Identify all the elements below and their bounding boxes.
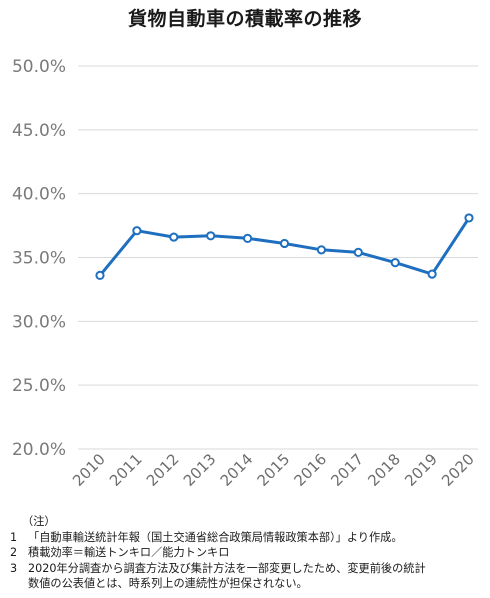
y-tick-label: 35.0% xyxy=(12,249,66,269)
y-tick-label: 25.0% xyxy=(12,376,66,396)
note-number: 1 xyxy=(10,530,18,544)
chart-title: 貨物自動車の積載率の推移 xyxy=(127,8,362,30)
data-point xyxy=(279,238,290,249)
data-point xyxy=(464,213,474,223)
y-tick-label: 40.0% xyxy=(12,185,66,205)
x-tick-label: 2011 xyxy=(106,450,146,490)
line-chart: 20.0% 25.0% 30.0% 35.0% 40.0% 45.0% 50.0% 2010… xyxy=(12,57,478,490)
data-point xyxy=(132,226,142,236)
x-tick-label: 2015 xyxy=(254,450,294,490)
x-tick-label: 2010 xyxy=(69,450,109,490)
note-text: 積載効率＝輸送トンキロ／能力トンキロ xyxy=(28,546,230,559)
notes-heading: （注） xyxy=(22,515,56,528)
x-tick-label: 2016 xyxy=(290,450,330,490)
x-tick-label: 2017 xyxy=(327,450,367,490)
y-axis-tick-labels: 20.0% 25.0% 30.0% 35.0% 40.0% 45.0% 50.0% xyxy=(12,57,66,460)
x-tick-label: 2013 xyxy=(180,450,220,490)
data-point xyxy=(169,232,179,242)
note-number: 3 xyxy=(10,561,18,575)
x-tick-label: 2018 xyxy=(364,450,404,490)
data-point xyxy=(353,247,363,257)
series-layer xyxy=(95,213,474,280)
note-item-1: 1 「自動車輸送統計年報（国土交通省総合政策局情報政策本部）」より作成。 xyxy=(10,530,486,546)
y-tick-label: 30.0% xyxy=(12,312,66,332)
footnotes: （注） 1 「自動車輸送統計年報（国土交通省総合政策局情報政策本部）」より作成。… xyxy=(10,514,486,592)
data-point xyxy=(243,233,253,243)
data-point xyxy=(206,231,216,241)
note-number: 2 xyxy=(10,546,18,559)
x-tick-label: 2020 xyxy=(438,450,478,490)
data-point xyxy=(427,269,437,279)
data-point xyxy=(316,245,326,255)
note-continuation: 数値の公表値とは、時系列上の連続性が担保されない。 xyxy=(28,577,308,590)
note-item-2: 2 積載効率＝輸送トンキロ／能力トンキロ xyxy=(10,545,486,561)
x-tick-label: 2019 xyxy=(401,450,441,490)
note-item-3: 3 2020年分調査から調査方法及び集計方法を一部変更したため、変更前後の統計 xyxy=(10,561,486,577)
gridlines xyxy=(78,65,478,450)
y-tick-label: 50.0% xyxy=(12,57,66,77)
y-tick-label: 45.0% xyxy=(12,121,66,141)
y-tick-label: 20.0% xyxy=(12,440,66,460)
data-point xyxy=(95,270,105,280)
x-tick-label: 2012 xyxy=(143,450,183,490)
note-text: 2020年分調査から調査方法及び集計方法を一部変更したため、変更前後の統計 xyxy=(28,561,426,575)
note-text: 「自動車輸送統計年報（国土交通省総合政策局情報政策本部）」より作成。 xyxy=(28,530,403,544)
x-axis-tick-labels: 2010201120122013201420152016201720182019… xyxy=(69,450,478,490)
x-tick-label: 2014 xyxy=(217,450,257,490)
data-point xyxy=(390,258,400,268)
